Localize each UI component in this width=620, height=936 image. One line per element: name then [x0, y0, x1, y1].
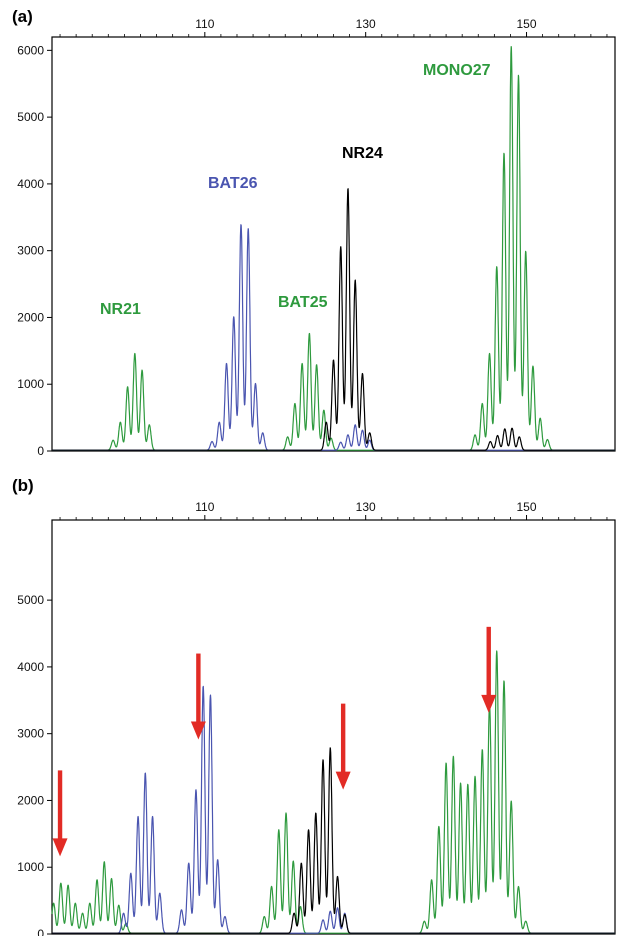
red-arrow — [190, 653, 206, 740]
peak-label-nr24: NR24 — [342, 145, 383, 162]
red-arrow — [481, 626, 497, 713]
trace-series-0 — [51, 46, 616, 451]
peak-label-bat25: BAT25 — [278, 294, 328, 311]
y-tick-label: 6000 — [17, 43, 44, 57]
peak-label-bat26: BAT26 — [208, 175, 258, 192]
y-tick-label: 0 — [37, 444, 44, 458]
panel-b-arrows — [52, 626, 497, 857]
x-tick-label: 150 — [517, 17, 537, 31]
y-tick-label: 5000 — [17, 110, 44, 124]
peak-label-nr21: NR21 — [100, 301, 141, 318]
x-tick-label: 130 — [356, 17, 376, 31]
y-tick-label: 3000 — [17, 727, 44, 741]
y-tick-label: 0 — [37, 927, 44, 936]
y-tick-label: 2000 — [17, 793, 44, 807]
y-tick-label: 3000 — [17, 244, 44, 258]
y-tick-label: 1000 — [17, 860, 44, 874]
red-arrow — [335, 703, 351, 790]
red-arrow — [52, 770, 68, 857]
x-tick-label: 110 — [195, 17, 214, 31]
y-tick-label: 5000 — [17, 593, 44, 607]
y-tick-label: 1000 — [17, 377, 44, 391]
panel-a-traces — [51, 46, 616, 451]
y-tick-label: 4000 — [17, 177, 44, 191]
trace-series-2 — [51, 188, 616, 451]
trace-series-2 — [51, 747, 616, 934]
panel-b-label: (b) — [12, 476, 34, 495]
y-tick-label: 4000 — [17, 660, 44, 674]
panel-b: (b) 0 1000 2000 3000 4000 5000 110 130 150 — [12, 476, 616, 936]
panel-a-label: (a) — [12, 7, 33, 26]
panel-a-axes: 0 1000 2000 3000 4000 5000 6000 110 130 150 — [17, 17, 608, 458]
panel-a: (a) 0 1000 2000 3000 4000 5000 6000 110 130 150 N… — [12, 7, 616, 458]
x-tick-label: 110 — [195, 500, 214, 514]
panel-b-traces — [51, 650, 616, 934]
x-tick-label: 150 — [517, 500, 537, 514]
panel-b-axes: 0 1000 2000 3000 4000 5000 110 130 150 — [17, 500, 608, 936]
x-tick-label: 130 — [356, 500, 376, 514]
peak-label-mono27: MONO27 — [423, 62, 491, 79]
y-tick-label: 2000 — [17, 310, 44, 324]
